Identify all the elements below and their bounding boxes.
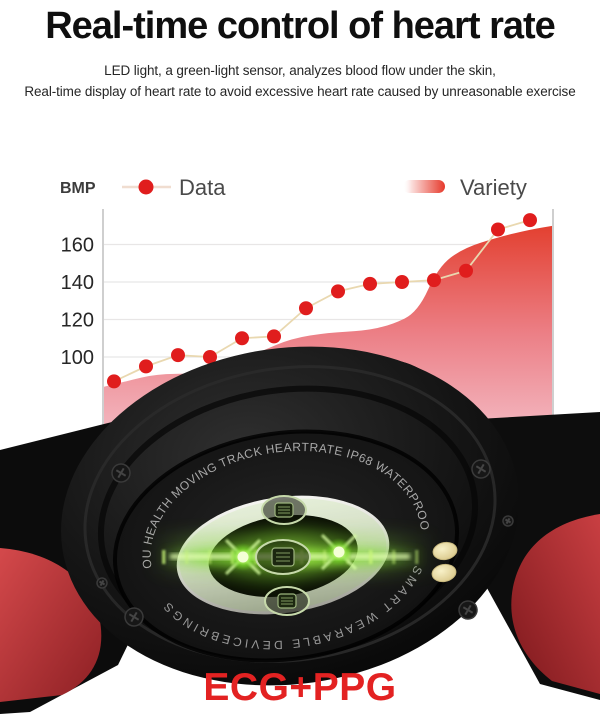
streak-tick bbox=[369, 550, 373, 564]
legend-data-label: Data bbox=[179, 175, 226, 200]
screw-icon bbox=[458, 600, 478, 620]
subtitle-line-2: Real-time display of heart rate to avoid… bbox=[24, 84, 576, 99]
data-point bbox=[299, 301, 313, 316]
y-tick-label: 120 bbox=[61, 310, 94, 332]
right-strap-red-accent bbox=[511, 514, 600, 694]
charge-pin-bottom bbox=[431, 563, 457, 583]
green-led-left bbox=[224, 538, 262, 576]
data-point bbox=[427, 273, 441, 288]
data-point bbox=[107, 374, 121, 389]
screw-icon bbox=[96, 577, 108, 589]
page-title: Real-time control of heart rate bbox=[45, 5, 556, 47]
data-point bbox=[235, 331, 249, 346]
data-point bbox=[267, 329, 281, 344]
data-point bbox=[459, 263, 473, 278]
data-point bbox=[171, 348, 185, 363]
subtitle-line-1: LED light, a green-light sensor, analyze… bbox=[104, 63, 496, 78]
chart-legend: BMP Data Variety bbox=[60, 175, 527, 200]
sensor-chip-top bbox=[261, 495, 307, 525]
streak-tick bbox=[415, 550, 419, 564]
data-point bbox=[139, 359, 153, 374]
sensor-chip-center bbox=[255, 539, 311, 575]
data-point bbox=[203, 350, 217, 364]
data-point bbox=[523, 213, 537, 228]
legend-variety-label: Variety bbox=[460, 175, 527, 200]
screw-icon bbox=[124, 607, 144, 627]
streak-tick bbox=[162, 550, 166, 564]
streak-tick bbox=[392, 550, 396, 564]
legend-data-marker-dot bbox=[138, 179, 154, 195]
charge-pin-top bbox=[432, 541, 458, 561]
streak-tick bbox=[323, 550, 327, 564]
streak-tick bbox=[185, 550, 189, 564]
screw-icon bbox=[502, 515, 514, 527]
y-tick-label: 160 bbox=[61, 235, 94, 257]
y-axis-title: BMP bbox=[60, 180, 96, 197]
sensor-chip-bottom bbox=[264, 586, 310, 616]
data-point bbox=[491, 222, 505, 237]
data-point bbox=[363, 276, 377, 291]
data-point bbox=[331, 284, 345, 299]
data-point bbox=[395, 275, 409, 289]
streak-tick bbox=[208, 550, 212, 564]
y-tick-label: 140 bbox=[61, 272, 94, 294]
green-led-right bbox=[320, 533, 358, 571]
screw-icon bbox=[111, 463, 131, 483]
case-screws bbox=[96, 459, 514, 627]
y-tick-label: 100 bbox=[61, 347, 94, 369]
legend-variety-swatch bbox=[403, 180, 445, 193]
screw-icon bbox=[471, 459, 491, 479]
footer-caption: ECG+PPG bbox=[203, 666, 397, 709]
